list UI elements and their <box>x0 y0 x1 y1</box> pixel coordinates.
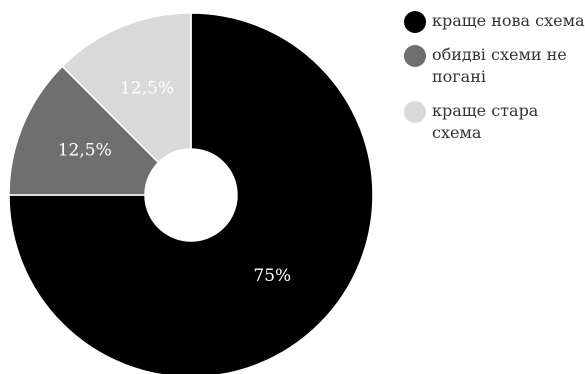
legend-swatch-new-scheme <box>404 11 426 33</box>
data-label-both-fine: 12,5% <box>58 140 112 160</box>
legend-label-both-fine: обидві схеми не погані <box>432 45 567 86</box>
chart-legend: краще нова схема обидві схеми не погані … <box>404 10 585 156</box>
slice-old-scheme[interactable] <box>61 12 192 164</box>
legend-swatch-old-scheme <box>404 101 426 123</box>
legend-label-new-scheme: краще нова схема <box>432 11 585 30</box>
legend-item-new-scheme[interactable]: краще нова схема <box>404 10 585 33</box>
legend-swatch-both-fine <box>404 45 426 67</box>
legend-item-old-scheme[interactable]: краще стара схема <box>404 100 585 144</box>
slice-both-fine[interactable] <box>8 65 160 196</box>
legend-label-old-scheme: краще стара схема <box>432 101 539 142</box>
data-label-new-scheme: 75% <box>253 266 291 286</box>
slice-new-scheme[interactable] <box>8 12 374 374</box>
data-label-old-scheme: 12,5% <box>120 78 174 98</box>
legend-item-both-fine[interactable]: обидві схеми не погані <box>404 44 585 88</box>
